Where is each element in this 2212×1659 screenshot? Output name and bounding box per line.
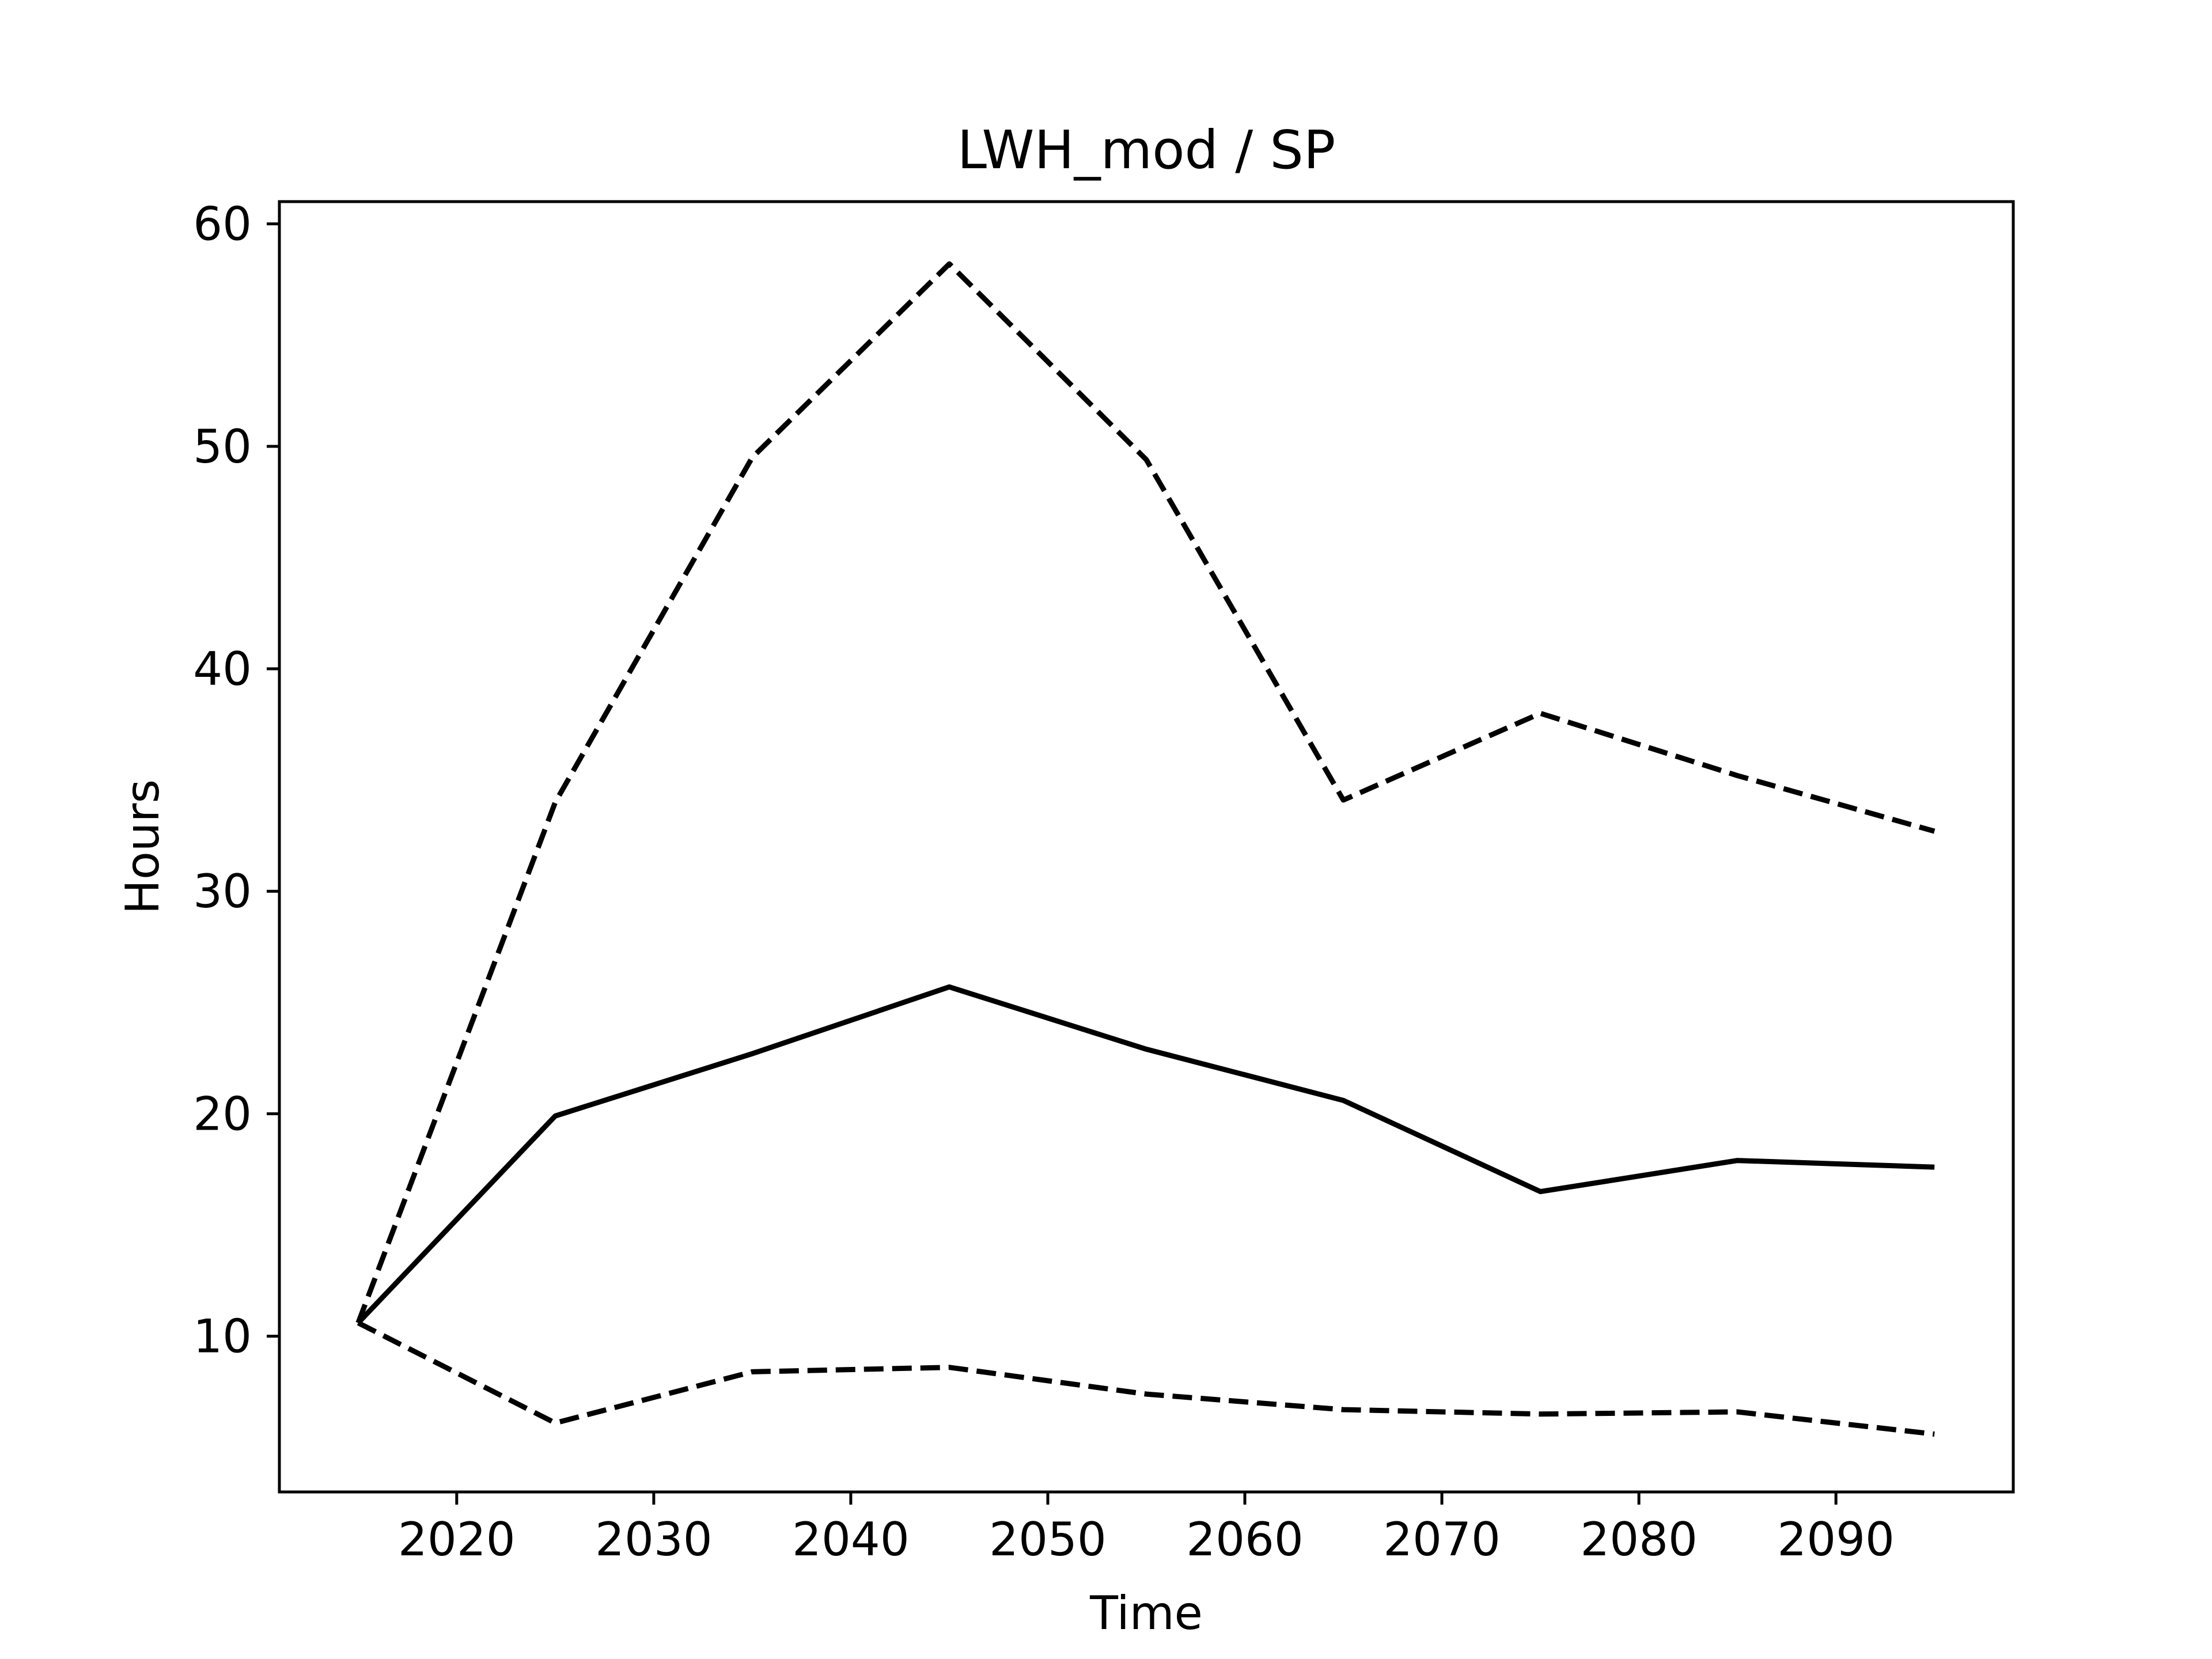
y-tick-label: 40 (193, 642, 252, 696)
y-tick-label: 30 (193, 865, 252, 918)
x-tick-label: 2070 (1383, 1513, 1501, 1566)
y-tick-label: 60 (193, 198, 252, 251)
x-tick-label: 2090 (1777, 1513, 1895, 1566)
x-tick-label: 2080 (1580, 1513, 1698, 1566)
y-axis-label: Hours (116, 779, 169, 914)
y-tick-label: 20 (193, 1087, 252, 1141)
x-tick-label: 2060 (1186, 1513, 1304, 1566)
y-tick-label: 10 (193, 1310, 252, 1363)
axis-ticks: 2020 2030 2040 2050 2060 2070 2080 209010203040… (193, 198, 1895, 1566)
plot-frame (278, 200, 2015, 1494)
y-tick-label: 50 (193, 420, 252, 474)
x-axis-label: Time (1089, 1586, 1203, 1640)
x-tick-label: 2040 (792, 1513, 910, 1566)
x-tick-label: 2020 (398, 1513, 516, 1566)
series-line-1 (356, 984, 1935, 1325)
plot-area (355, 261, 1936, 1437)
x-tick-label: 2030 (595, 1513, 713, 1566)
x-tick-label: 2050 (989, 1513, 1107, 1566)
series-line-2 (355, 261, 1936, 1324)
series-line-3 (357, 1320, 1935, 1437)
chart-title: LWH_mod / SP (957, 119, 1336, 181)
